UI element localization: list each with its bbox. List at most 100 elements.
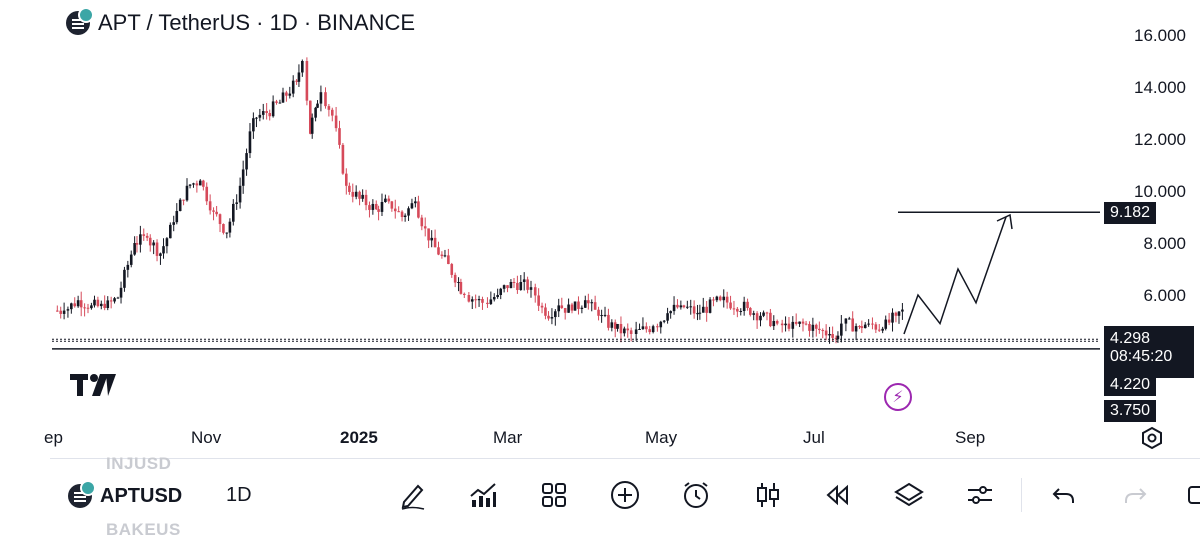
undo-icon[interactable]	[1047, 478, 1081, 512]
candle-body	[295, 80, 298, 82]
candle-body	[533, 287, 537, 296]
candle-body	[550, 317, 554, 319]
candle-body	[291, 80, 295, 94]
candle-body	[222, 224, 225, 233]
candle-body	[133, 243, 136, 255]
candle-body	[324, 92, 327, 107]
candle-body	[718, 296, 722, 301]
candle-body	[506, 285, 509, 289]
candle-body	[824, 330, 828, 336]
candle-body	[159, 253, 162, 256]
symbol-selector[interactable]: APTUSD	[68, 480, 182, 508]
candle-body	[641, 326, 645, 329]
settings-sliders-icon[interactable]	[963, 478, 997, 512]
candle-body	[656, 326, 659, 328]
projection-group	[903, 213, 1013, 335]
candle-body	[215, 211, 218, 215]
redo-icon[interactable]	[1118, 478, 1152, 512]
candle-body	[619, 323, 623, 334]
candle-body	[400, 211, 404, 217]
low-price-label: 3.750	[1104, 400, 1157, 422]
candle-body	[185, 185, 189, 201]
projection-arrowhead	[996, 213, 1013, 230]
candle-body	[749, 308, 752, 315]
candle-body	[607, 314, 610, 328]
candle-body	[255, 117, 258, 119]
chart-header[interactable]: APT / TetherUS · 1D · BINANCE	[66, 7, 415, 36]
candle-body	[762, 312, 765, 316]
candle-body	[314, 107, 317, 118]
replay-rewind-icon[interactable]	[821, 478, 855, 512]
candle-body	[772, 321, 776, 327]
chart-area[interactable]	[0, 0, 1200, 460]
settings-hex-icon[interactable]	[1140, 426, 1164, 455]
candle-body	[450, 264, 454, 275]
lightning-alert-icon[interactable]: ⚡	[884, 383, 912, 411]
timeframe-button[interactable]: 1D	[226, 484, 252, 506]
candle-body	[467, 295, 471, 302]
candle-body	[722, 296, 726, 301]
layers-icon[interactable]	[892, 478, 926, 512]
layout-grid-icon[interactable]	[537, 478, 571, 512]
ghost-symbol-above: INJUSD	[106, 454, 172, 473]
y-tick-label: 12.000	[1134, 130, 1186, 149]
y-tick-label: 16.000	[1134, 26, 1186, 45]
y-tick-label: 8.000	[1143, 234, 1186, 253]
candle-body	[109, 300, 113, 302]
candle-body	[537, 295, 540, 306]
candle-body	[228, 221, 232, 233]
candle-body	[486, 302, 489, 305]
candle-body	[662, 320, 666, 322]
candle-body	[540, 305, 544, 308]
candle-body	[613, 322, 617, 329]
candle-body	[142, 234, 146, 236]
candle-body	[794, 321, 798, 324]
candle-body	[165, 238, 169, 247]
tradingview-logo	[70, 374, 116, 401]
candle-body	[851, 318, 854, 332]
candle-body	[135, 243, 139, 245]
candle-body	[316, 103, 319, 108]
candle-body	[198, 180, 202, 186]
candle-body	[769, 312, 772, 327]
candle-body	[502, 285, 506, 289]
x-tick-label: Sep	[955, 428, 986, 447]
candle-body	[891, 312, 894, 323]
alarm-clock-icon[interactable]	[679, 478, 713, 512]
candle-body	[278, 102, 282, 104]
candle-body	[739, 310, 743, 312]
candle-body	[83, 307, 86, 309]
candle-body	[351, 191, 355, 197]
candle-body	[676, 304, 679, 308]
candle-body	[348, 185, 351, 192]
indicators-icon[interactable]	[466, 478, 500, 512]
more-menu-icon[interactable]	[1180, 478, 1200, 512]
candle-body	[901, 309, 904, 312]
candle-body	[682, 305, 686, 308]
candle-body	[358, 191, 361, 199]
candle-body	[155, 242, 159, 256]
candle-body	[634, 329, 638, 334]
candlestick-icon[interactable]	[751, 478, 785, 512]
y-tick-label: 14.000	[1134, 78, 1186, 97]
candle-body	[616, 323, 619, 329]
candle-body	[651, 326, 655, 333]
candle-body	[245, 153, 248, 170]
candle-body	[459, 282, 463, 294]
candle-body	[275, 101, 278, 103]
candle-body	[90, 305, 93, 309]
candle-body	[669, 311, 672, 314]
candle-body	[397, 211, 400, 213]
candle-body	[847, 318, 851, 320]
candle-body	[56, 310, 59, 312]
candle-body	[577, 301, 580, 309]
candle-body	[178, 199, 182, 212]
pencil-draw-icon[interactable]	[396, 478, 430, 512]
candle-body	[509, 282, 513, 289]
candle-body	[427, 228, 430, 241]
candles-group	[56, 57, 904, 344]
candle-body	[821, 330, 825, 332]
candle-body	[116, 297, 120, 299]
candle-body	[361, 194, 364, 199]
add-circle-icon[interactable]	[608, 478, 642, 512]
